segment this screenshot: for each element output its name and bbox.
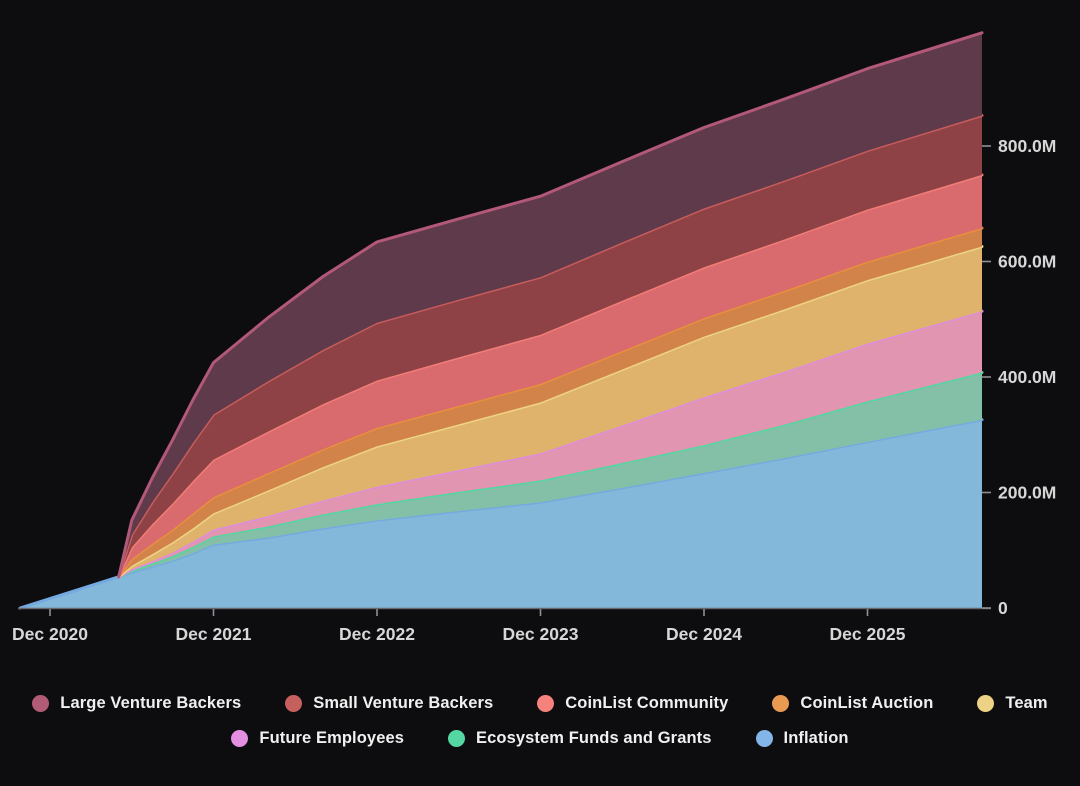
y-axis-label-0: 0	[998, 598, 1008, 618]
area-small-venture-backers[interactable]	[118, 115, 982, 577]
legend-label-inflation: Inflation	[783, 729, 849, 747]
area-coinlist-auction[interactable]	[118, 228, 982, 577]
area-coinlist-community[interactable]	[118, 174, 982, 577]
legend-swatch-coinlist-auction	[772, 695, 790, 712]
legend-item-ecosystem-funds-and-grants[interactable]: Ecosystem Funds and Grants	[448, 729, 712, 748]
legend-label-ecosystem-funds-and-grants: Ecosystem Funds and Grants	[476, 729, 712, 747]
legend-swatch-inflation	[755, 730, 773, 747]
x-axis-label-dec-2025: Dec 2025	[830, 624, 906, 644]
legend-label-future-employees: Future Employees	[259, 729, 405, 747]
legend-swatch-large-venture-backers	[32, 695, 50, 712]
y-axis-label-800-0m: 800.0M	[998, 136, 1056, 156]
legend-swatch-future-employees	[231, 730, 249, 747]
legend-row-2: Future Employees Ecosystem Funds and Gran…	[231, 729, 848, 748]
legend-label-large-venture-backers: Large Venture Backers	[60, 694, 242, 712]
legend-label-small-venture-backers: Small Venture Backers	[313, 694, 494, 712]
area-team[interactable]	[118, 246, 982, 577]
legend-swatch-team	[977, 695, 995, 712]
legend-swatch-coinlist-community	[537, 695, 555, 712]
x-axis-label-dec-2022: Dec 2022	[339, 624, 415, 644]
legend-item-coinlist-auction[interactable]: CoinList Auction	[772, 694, 933, 713]
area-ecosystem-funds-and-grants[interactable]	[118, 372, 982, 577]
y-axis-label-200-0m: 200.0M	[998, 483, 1056, 503]
legend-item-future-employees[interactable]: Future Employees	[231, 729, 404, 748]
edge-line-large-venture-backers	[117, 31, 984, 579]
legend-row-1: Large Venture Backers Small Venture Backe…	[32, 694, 1048, 713]
legend-label-coinlist-auction: CoinList Auction	[800, 694, 934, 712]
y-axis-label-400-0m: 400.0M	[998, 367, 1056, 387]
stacked-area-plot: Dec 2020 Dec 2021 Dec 2022 Dec 2023 Dec 2024…	[12, 31, 1056, 644]
legend-label-team: Team	[1005, 694, 1048, 712]
x-axis-label-dec-2021: Dec 2021	[176, 624, 252, 644]
chart-legend: Large Venture Backers Small Venture Backe…	[0, 694, 1080, 748]
x-axis-label-dec-2023: Dec 2023	[503, 624, 579, 644]
area-large-venture-backers[interactable]	[118, 32, 982, 577]
legend-item-large-venture-backers[interactable]: Large Venture Backers	[32, 694, 241, 713]
legend-item-small-venture-backers[interactable]: Small Venture Backers	[285, 694, 493, 713]
legend-item-team[interactable]: Team	[977, 694, 1048, 713]
y-axis-label-600-0m: 600.0M	[998, 252, 1056, 272]
legend-item-inflation[interactable]: Inflation	[755, 729, 849, 748]
legend-swatch-ecosystem-funds-and-grants	[448, 730, 466, 747]
legend-label-coinlist-community: CoinList Community	[565, 694, 729, 712]
x-axis-label-dec-2024: Dec 2024	[666, 624, 742, 644]
legend-item-coinlist-community[interactable]: CoinList Community	[537, 694, 728, 713]
legend-swatch-small-venture-backers	[285, 695, 303, 712]
x-axis-label-dec-2020: Dec 2020	[12, 624, 88, 644]
